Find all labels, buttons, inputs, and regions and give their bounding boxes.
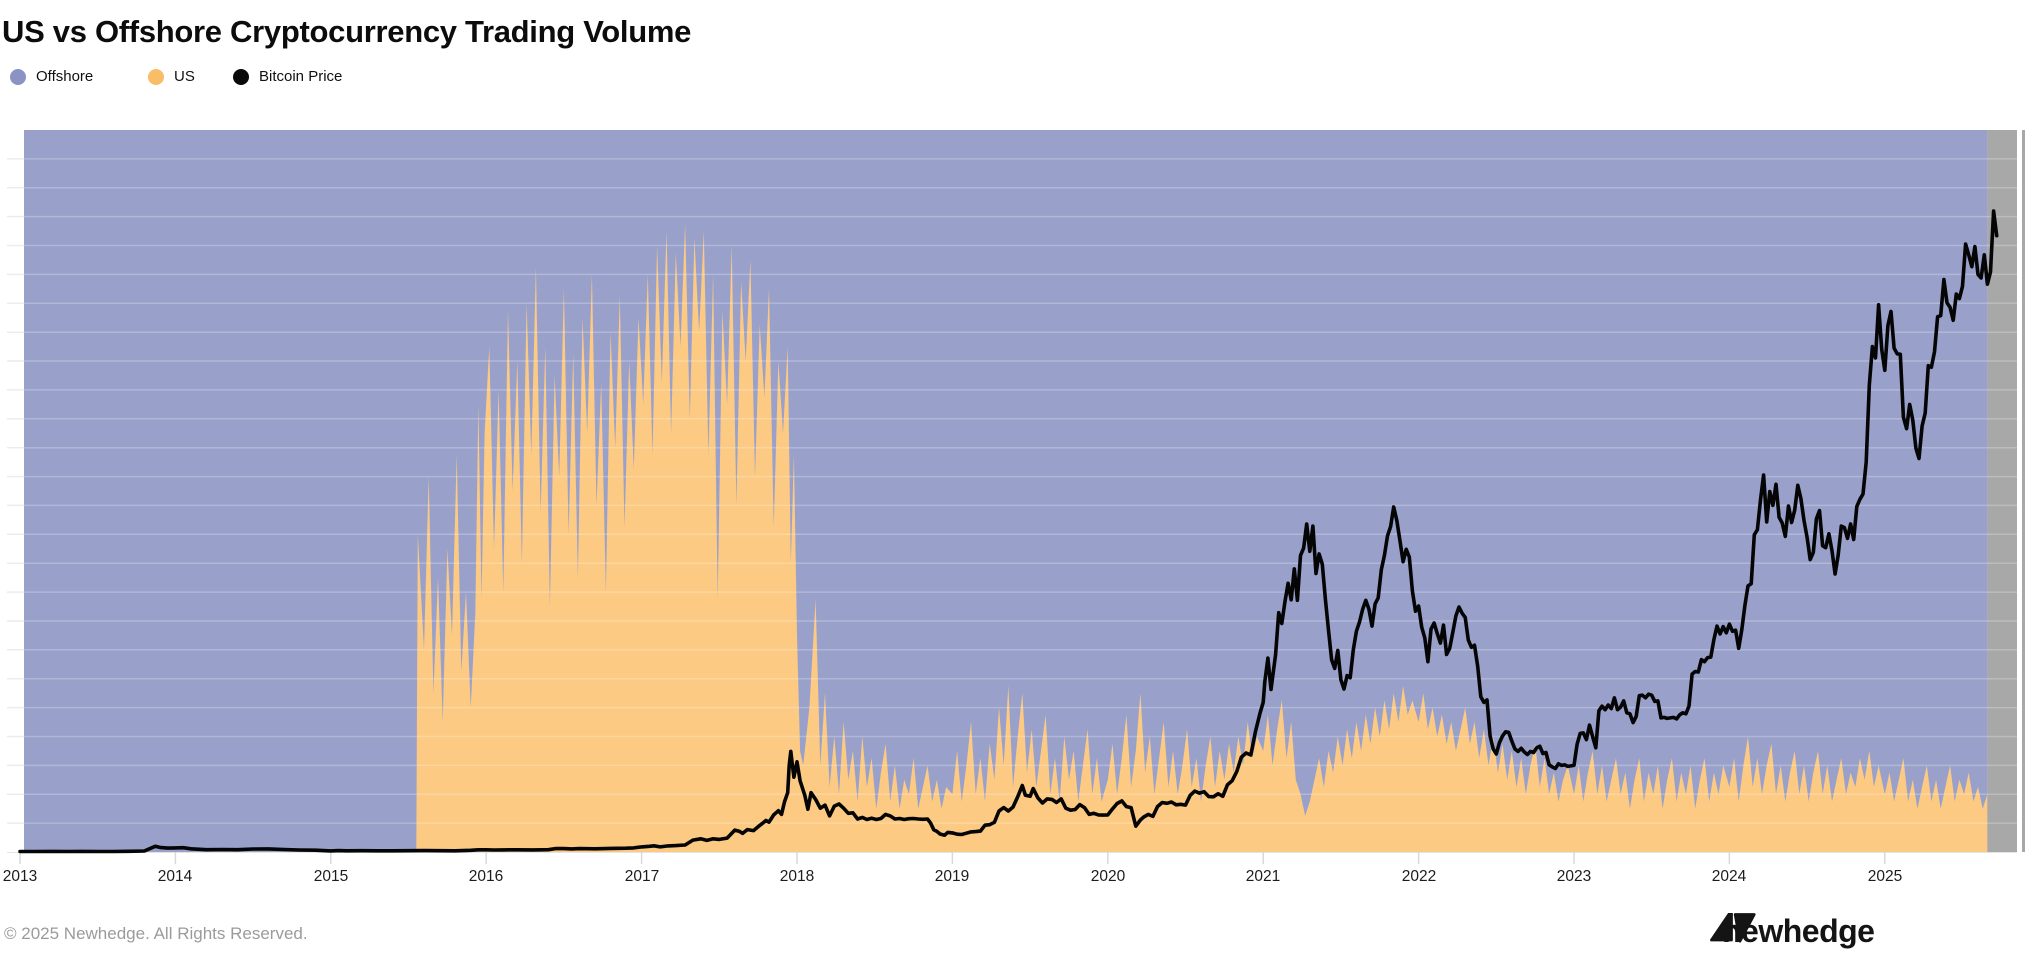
x-axis-label-2018: 2018: [779, 868, 815, 885]
legend-label-bitcoin-price: Bitcoin Price: [259, 68, 343, 85]
x-axis-label-2020: 2020: [1090, 868, 1126, 885]
x-axis-label-2023: 2023: [1556, 868, 1592, 885]
x-axis: 2013 2014 2015 2016 2017 2018 2019 2020 2021 2022…: [0, 868, 2025, 888]
x-axis-label-2015: 2015: [313, 868, 349, 885]
newhedge-logo-icon: [1710, 913, 1756, 943]
legend-label-offshore: Offshore: [36, 68, 94, 85]
legend-item-offshore[interactable]: Offshore: [10, 68, 148, 85]
legend-item-bitcoin-price[interactable]: Bitcoin Price: [233, 68, 342, 85]
bitcoin-price-line[interactable]: [18, 209, 1999, 854]
x-axis-label-2017: 2017: [624, 868, 660, 885]
us-area[interactable]: [20, 223, 1988, 852]
x-axis-label-2021: 2021: [1245, 868, 1281, 885]
x-axis-label-2024: 2024: [1711, 868, 1747, 885]
offshore-legend-dot-icon: [10, 68, 26, 85]
x-axis-label-2019: 2019: [934, 868, 970, 885]
scrollbar-strip[interactable]: [2022, 130, 2025, 852]
x-axis-label-2016: 2016: [468, 868, 504, 885]
x-axis-label-2025: 2025: [1867, 868, 1903, 885]
brand-logo[interactable]: newhedge: [1710, 913, 1875, 950]
legend: Offshore US Bitcoin Price: [10, 68, 342, 85]
x-axis-label-2014: 2014: [157, 868, 193, 885]
chart-title: US vs Offshore Cryptocurrency Trading Vo…: [2, 14, 692, 49]
bitcoin-price-legend-dot-icon: [233, 68, 249, 85]
legend-label-us: US: [174, 68, 195, 85]
us-legend-dot-icon: [148, 68, 164, 85]
x-axis-label-2013: 2013: [2, 868, 38, 885]
footer-copyright: © 2025 Newhedge. All Rights Reserved.: [4, 924, 308, 943]
legend-item-us[interactable]: US: [148, 68, 233, 85]
x-axis-label-2022: 2022: [1401, 868, 1437, 885]
